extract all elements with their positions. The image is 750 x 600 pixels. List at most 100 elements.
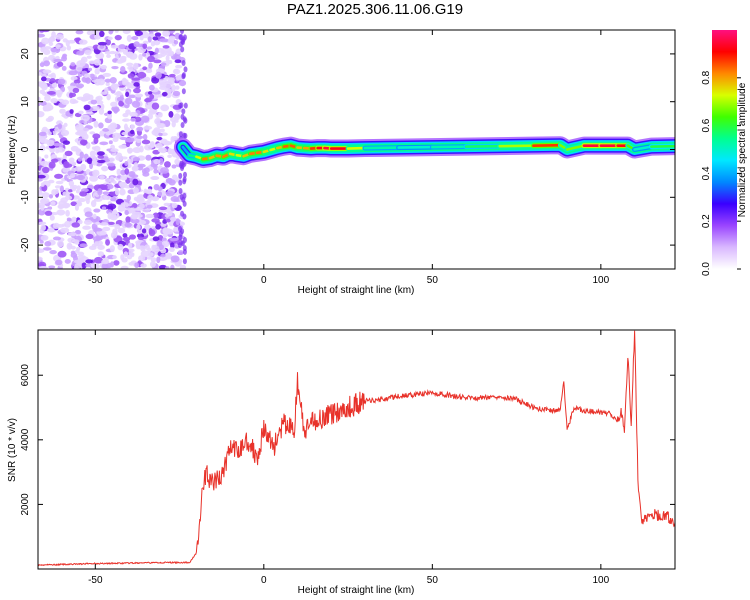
noise-blob: [50, 158, 59, 163]
noise-blob: [127, 73, 135, 79]
noise-blob: [74, 166, 84, 172]
noise-blob: [105, 39, 111, 46]
noise-blob: [118, 181, 128, 187]
noise-blob: [124, 126, 131, 133]
noise-blob: [140, 250, 150, 258]
noise-blob: [109, 77, 117, 84]
noise-blob: [40, 76, 47, 82]
noise-blob: [160, 104, 170, 112]
noise-blob: [57, 123, 62, 130]
noise-blob: [104, 87, 109, 93]
noise-blob: [100, 184, 108, 191]
noise-blob: [110, 231, 118, 239]
noise-blob: [40, 204, 45, 211]
noise-blob: [90, 217, 99, 223]
noise-blob: [107, 203, 117, 210]
noise-blob: [44, 154, 49, 159]
noise-blob: [168, 247, 175, 253]
noise-blob: [112, 107, 120, 113]
noise-blob: [51, 31, 56, 39]
noise-blob: [171, 174, 178, 180]
noise-blob: [158, 264, 167, 269]
noise-blob: [75, 131, 84, 136]
noise-blob: [39, 30, 45, 33]
noise-blob: [167, 51, 174, 57]
noise-blob: [66, 217, 72, 222]
noise-blob: [171, 120, 176, 128]
noise-blob: [155, 143, 163, 149]
noise-blob: [52, 222, 60, 230]
noise-blob: [141, 139, 151, 145]
noise-blob: [125, 81, 132, 89]
noise-blob: [128, 261, 135, 266]
noise-blob: [49, 214, 55, 221]
noise-blob: [107, 110, 112, 115]
noise-blob: [140, 115, 150, 123]
noise-blob: [60, 227, 70, 233]
noise-blob: [64, 150, 73, 157]
noise-blob: [68, 180, 75, 187]
noise-blob: [70, 245, 76, 250]
noise-blob: [171, 202, 178, 209]
noise-blob: [72, 100, 79, 104]
noise-blob: [76, 60, 86, 68]
noise-blob: [118, 144, 128, 149]
noise-blob: [133, 87, 141, 94]
noise-blob: [178, 172, 183, 179]
noise-blob: [48, 265, 56, 269]
noise-blob: [159, 38, 169, 43]
noise-blob: [59, 185, 64, 193]
noise-blob: [120, 65, 126, 73]
noise-blob: [86, 157, 93, 165]
noise-blob: [151, 244, 156, 252]
y-tick-label: 20: [20, 48, 31, 60]
noise-blob: [118, 100, 125, 107]
noise-blob: [79, 119, 85, 124]
noise-blob: [102, 226, 111, 232]
noise-blob: [178, 179, 183, 186]
noise-blob: [46, 139, 55, 147]
noise-blob: [38, 96, 41, 102]
noise-blob: [41, 192, 50, 198]
snr-series-line: [38, 330, 675, 567]
noise-blob: [90, 263, 98, 269]
noise-blob: [148, 62, 153, 69]
noise-blob: [130, 117, 136, 122]
ridge-core: [633, 145, 653, 151]
noise-blob: [168, 110, 174, 118]
noise-blob: [141, 31, 149, 39]
noise-blob: [152, 236, 160, 242]
spectrogram-y-label: Frequency (Hz): [7, 116, 18, 185]
noise-blob: [110, 44, 119, 49]
noise-blob: [168, 35, 176, 41]
noise-blob: [89, 162, 94, 170]
noise-blob: [68, 70, 78, 76]
noise-blob: [125, 91, 130, 98]
noise-blob: [137, 236, 144, 241]
noise-blob: [101, 259, 110, 265]
noise-blob: [147, 194, 154, 201]
noise-blob: [97, 251, 105, 257]
noise-blob: [39, 144, 46, 152]
noise-blob: [40, 160, 49, 167]
noise-blob: [83, 73, 91, 79]
noise-blob: [122, 79, 127, 86]
colorbar-label: Normalized spectral amplitude: [737, 82, 748, 217]
noise-blob: [144, 98, 152, 103]
colorbar-tick-label: 0.4: [701, 166, 712, 180]
noise-blob: [47, 227, 56, 233]
noise-blob: [130, 218, 140, 224]
noise-blob: [153, 59, 162, 64]
noise-blob: [102, 72, 112, 77]
noise-blob: [68, 157, 75, 163]
noise-blob: [99, 30, 105, 38]
noise-blob: [94, 227, 103, 232]
noise-blob: [62, 167, 69, 173]
noise-blob: [81, 133, 89, 141]
noise-blob: [41, 83, 48, 91]
noise-blob: [122, 118, 131, 122]
noise-blob: [148, 110, 157, 115]
noise-blob: [93, 256, 103, 264]
noise-blob: [124, 210, 129, 216]
noise-blob: [127, 65, 134, 71]
